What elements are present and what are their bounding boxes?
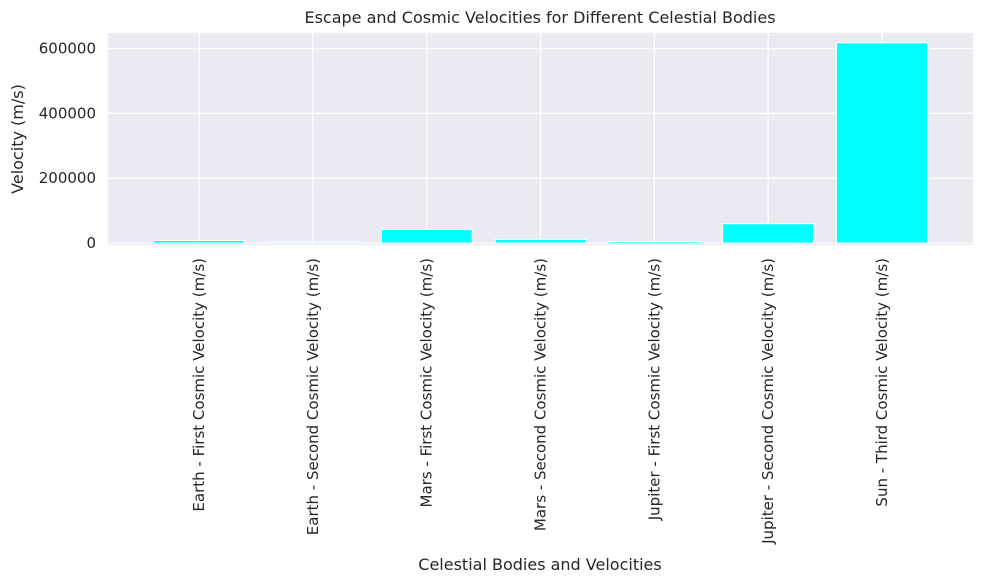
x-tick-label: Jupiter - Second Cosmic Velocity (m/s) — [759, 258, 777, 545]
y-tick-label: 0 — [86, 234, 96, 252]
y-axis-ticks: 0 200000 400000 600000 — [39, 40, 96, 252]
x-tick-label: Mars - Second Cosmic Velocity (m/s) — [532, 258, 550, 531]
x-axis-label: Celestial Bodies and Velocities — [418, 555, 661, 574]
bar — [380, 228, 473, 244]
x-tick-label: Earth - First Cosmic Velocity (m/s) — [190, 258, 208, 512]
y-tick-label: 600000 — [39, 40, 96, 58]
bar — [153, 239, 246, 244]
x-tick-label: Jupiter - First Cosmic Velocity (m/s) — [645, 258, 663, 521]
y-axis-label: Velocity (m/s) — [8, 84, 27, 194]
bar — [608, 240, 701, 244]
grid-lines — [108, 33, 973, 245]
bars — [153, 42, 928, 244]
bar — [835, 42, 928, 244]
x-tick-label: Sun - Third Cosmic Velocity (m/s) — [873, 258, 891, 507]
y-tick-label: 200000 — [39, 169, 96, 187]
bar — [494, 238, 587, 244]
x-axis-ticks: Earth - First Cosmic Velocity (m/s) Earth… — [190, 258, 891, 545]
bar — [266, 241, 359, 244]
bar — [722, 223, 815, 244]
x-tick-label: Earth - Second Cosmic Velocity (m/s) — [304, 258, 322, 535]
x-tick-label: Mars - First Cosmic Velocity (m/s) — [418, 258, 436, 507]
y-tick-label: 400000 — [39, 104, 96, 122]
chart-title: Escape and Cosmic Velocities for Differe… — [304, 8, 775, 27]
